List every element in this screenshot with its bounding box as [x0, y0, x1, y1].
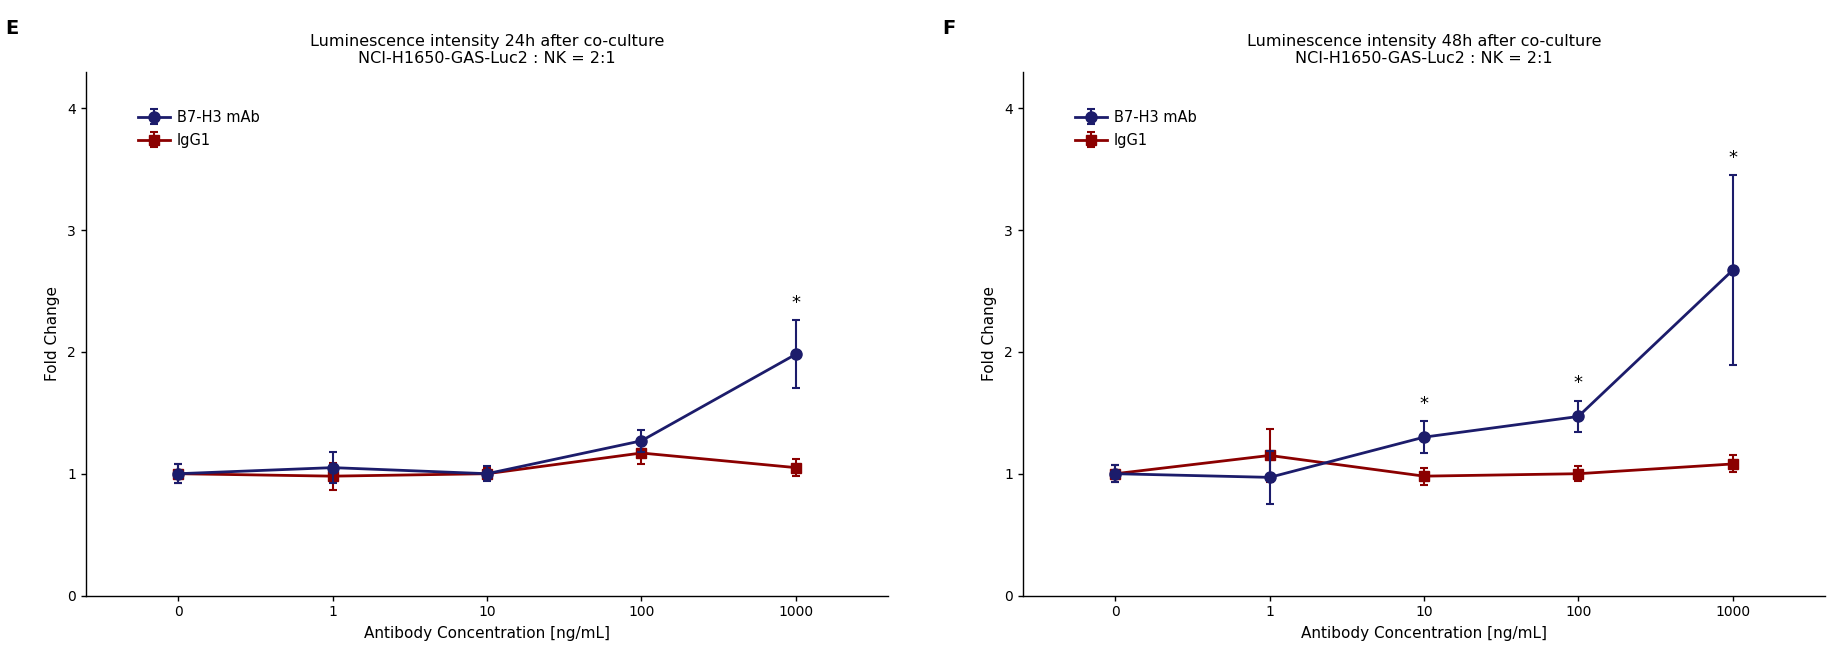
Legend: B7-H3 mAb, IgG1: B7-H3 mAb, IgG1: [1071, 105, 1202, 152]
Text: E: E: [6, 19, 18, 38]
Text: *: *: [1420, 395, 1429, 413]
Title: Luminescence intensity 48h after co-culture
NCI-H1650-GAS-Luc2 : NK = 2:1: Luminescence intensity 48h after co-cult…: [1246, 34, 1600, 66]
X-axis label: Antibody Concentration [ng/mL]: Antibody Concentration [ng/mL]: [1301, 626, 1547, 641]
Y-axis label: Fold Change: Fold Change: [46, 286, 61, 381]
Y-axis label: Fold Change: Fold Change: [982, 286, 997, 381]
Legend: B7-H3 mAb, IgG1: B7-H3 mAb, IgG1: [133, 105, 264, 152]
Text: *: *: [1728, 149, 1737, 167]
X-axis label: Antibody Concentration [ng/mL]: Antibody Concentration [ng/mL]: [364, 626, 609, 641]
Text: F: F: [943, 19, 956, 38]
Text: *: *: [792, 294, 799, 312]
Title: Luminescence intensity 24h after co-culture
NCI-H1650-GAS-Luc2 : NK = 2:1: Luminescence intensity 24h after co-cult…: [310, 34, 665, 66]
Text: *: *: [1575, 374, 1582, 392]
